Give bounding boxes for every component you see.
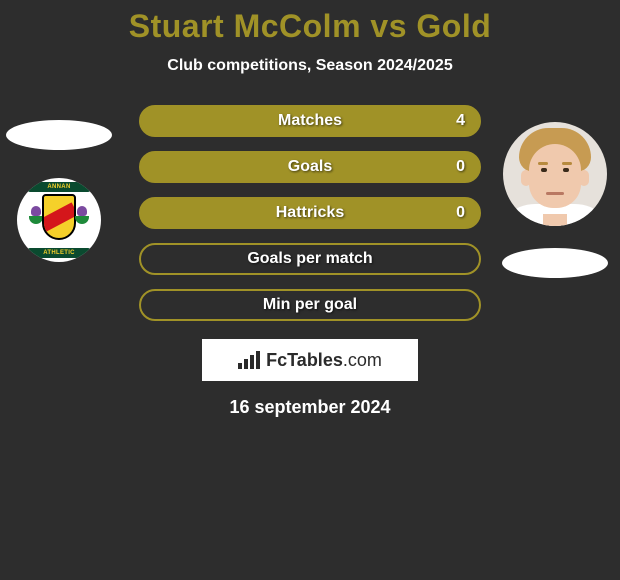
brand-box: FcTables.com xyxy=(202,339,418,381)
stat-row: Min per goal xyxy=(139,289,481,321)
crest-ribbon-bottom: ATHLETIC xyxy=(27,248,91,258)
stat-row: Matches4 xyxy=(139,105,481,137)
brand-name-rest: .com xyxy=(343,350,382,370)
player-right-photo xyxy=(503,122,607,226)
comparison-card: Stuart McColm vs Gold Club competitions,… xyxy=(0,0,620,418)
chart-bars-icon xyxy=(238,351,260,369)
stat-label: Min per goal xyxy=(141,296,479,314)
player-right-pill xyxy=(502,248,608,278)
player-right-column xyxy=(500,122,610,278)
stat-label: Goals per match xyxy=(141,250,479,268)
stat-row: Goals per match xyxy=(139,243,481,275)
player-left-crest: ANNAN ATHLETIC xyxy=(17,178,101,262)
brand-name-strong: FcTables xyxy=(266,350,343,370)
date-text: 16 september 2024 xyxy=(0,397,620,418)
annan-athletic-crest-icon: ANNAN ATHLETIC xyxy=(27,184,91,256)
player-left-pill xyxy=(6,120,112,150)
stat-value-right: 0 xyxy=(456,204,465,222)
stat-label: Hattricks xyxy=(141,204,479,222)
stats-list: Matches4Goals0Hattricks0Goals per matchM… xyxy=(139,105,481,321)
crest-ribbon-top: ANNAN xyxy=(27,182,91,192)
stat-row: Goals0 xyxy=(139,151,481,183)
player-left-column: ANNAN ATHLETIC xyxy=(4,120,114,262)
page-title: Stuart McColm vs Gold xyxy=(0,8,620,45)
stat-value-right: 0 xyxy=(456,158,465,176)
stat-value-right: 4 xyxy=(456,112,465,130)
stat-label: Matches xyxy=(141,112,479,130)
stat-row: Hattricks0 xyxy=(139,197,481,229)
crest-shield-icon xyxy=(42,194,76,240)
thistle-icon xyxy=(29,206,43,226)
page-subtitle: Club competitions, Season 2024/2025 xyxy=(0,57,620,75)
brand-name: FcTables.com xyxy=(266,350,382,371)
thistle-icon xyxy=(75,206,89,226)
stat-label: Goals xyxy=(141,158,479,176)
